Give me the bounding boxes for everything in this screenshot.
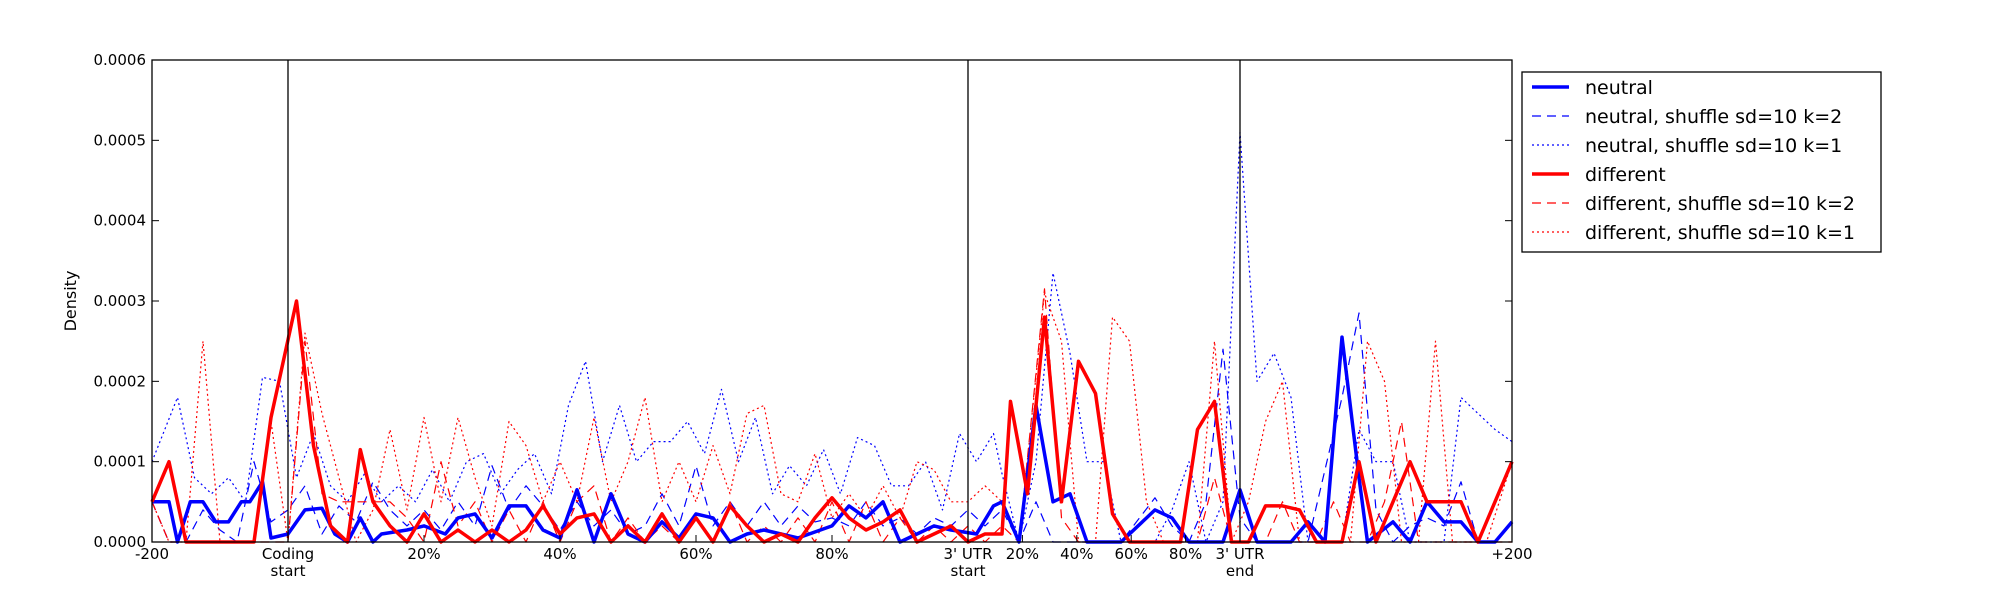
legend-label-neutral-shuffle-sd-10-k-2: neutral, shuffle sd=10 k=2 — [1585, 106, 1842, 128]
legend-label-different: different — [1585, 164, 1666, 186]
x-tick-label: 80% — [815, 545, 848, 563]
y-tick-label: 0.0006 — [94, 51, 147, 69]
x-tick-label: +200 — [1491, 545, 1532, 563]
boundary-lines — [287, 60, 1241, 542]
x-tick-label: 60% — [679, 545, 712, 563]
y-tick-label: 0.0001 — [94, 453, 147, 471]
x-tick-label: 20% — [1006, 545, 1039, 563]
x-tick-label: 3' UTR — [944, 545, 993, 563]
y-axis: 0.0000 0.0001 0.0002 0.0003 0.0004 0.0005 0.00… — [94, 51, 1512, 551]
series-line-neutral-shuffle-sd-10-k-1 — [151, 131, 1513, 543]
legend-label-neutral-shuffle-sd-10-k-1: neutral, shuffle sd=10 k=1 — [1585, 135, 1842, 157]
series-line-different — [150, 299, 1514, 544]
y-axis-label: Density — [61, 271, 80, 332]
x-tick-label: 20% — [407, 545, 440, 563]
x-tick-label: end — [1226, 562, 1254, 580]
x-tick-label: 80% — [1169, 545, 1202, 563]
series-layer — [150, 131, 1514, 544]
series-line-neutral — [152, 335, 1514, 544]
legend-label-different-shuffle-sd-10-k-2: different, shuffle sd=10 k=2 — [1585, 193, 1855, 215]
legend-label-different-shuffle-sd-10-k-1: different, shuffle sd=10 k=1 — [1585, 222, 1855, 244]
legend: neutral neutral, shuffle sd=10 k=2 neutral… — [1521, 71, 1882, 253]
x-tick-label: start — [271, 562, 306, 580]
x-tick-label: -200 — [135, 545, 169, 563]
series-line-different-shuffle-sd-10-k-2 — [151, 288, 1512, 543]
y-tick-label: 0.0002 — [94, 372, 147, 390]
x-tick-label: 60% — [1115, 545, 1148, 563]
x-tick-label: 3' UTR — [1216, 545, 1265, 563]
y-tick-label: 0.0000 — [94, 533, 147, 551]
x-tick-label: 40% — [1060, 545, 1093, 563]
y-tick-label: 0.0005 — [94, 131, 147, 149]
x-tick-label: Coding — [262, 545, 314, 563]
legend-label-neutral: neutral — [1585, 77, 1653, 99]
legend-frame — [1521, 71, 1882, 253]
y-tick-label: 0.0003 — [94, 292, 147, 310]
series-line-neutral-shuffle-sd-10-k-2 — [151, 312, 1513, 543]
x-tick-label: 40% — [543, 545, 576, 563]
y-tick-label: 0.0004 — [94, 212, 147, 230]
series-line-different-shuffle-sd-10-k-1 — [151, 292, 1513, 543]
x-tick-label: start — [951, 562, 986, 580]
